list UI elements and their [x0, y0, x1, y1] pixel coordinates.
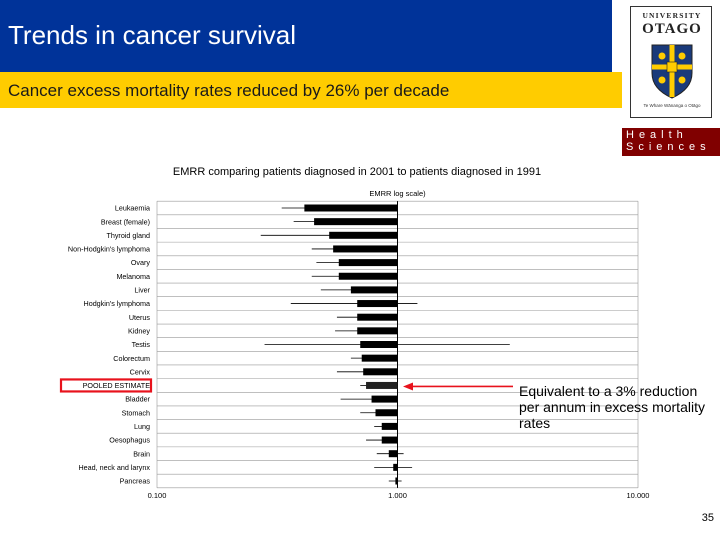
row-label: Melanoma: [116, 272, 150, 281]
row-label: Oesophagus: [109, 436, 150, 445]
estimate-bar: [393, 463, 398, 471]
estimate-bar: [371, 395, 398, 403]
row-label: Hodgkin's lymphoma: [84, 299, 151, 308]
logo-frame: UNIVERSITY OTAGO Te Whare Wānanga o Otāg…: [630, 6, 712, 118]
row-label: Cervix: [130, 367, 151, 376]
estimate-bar: [375, 409, 398, 417]
slide-subtitle: Cancer excess mortality rates reduced by…: [8, 81, 450, 100]
row-label: Testis: [132, 340, 151, 349]
estimate-bar: [357, 313, 398, 321]
row-label: Stomach: [122, 408, 150, 417]
estimate-bar: [395, 477, 398, 485]
row-label: Colorectum: [113, 354, 150, 363]
estimate-bar: [366, 381, 398, 389]
logo-university-text: UNIVERSITY: [642, 11, 702, 20]
highlight-box: [59, 378, 153, 393]
logo-otago-text: OTAGO: [642, 21, 702, 37]
row-label: Brain: [133, 449, 150, 458]
row-label: Kidney: [128, 326, 150, 335]
estimate-bar: [363, 368, 398, 376]
estimate-bar: [314, 218, 398, 226]
estimate-bar: [357, 327, 398, 335]
estimate-bar: [333, 245, 398, 253]
x-tick-label: 1.000: [388, 491, 407, 500]
university-logo: UNIVERSITY OTAGO Te Whare Wānanga o Otāg…: [622, 0, 720, 125]
estimate-bar: [329, 231, 398, 239]
page-number: 35: [701, 512, 714, 524]
row-label: Pancreas: [120, 477, 151, 486]
slide-title: Trends in cancer survival: [8, 20, 297, 50]
row-label: Breast (female): [101, 217, 150, 226]
estimate-bar: [338, 259, 398, 267]
estimate-bar: [381, 422, 398, 430]
row-label: Ovary: [131, 258, 151, 267]
estimate-bar: [338, 272, 398, 280]
estimate-bar: [381, 436, 398, 444]
row-label: Uterus: [129, 313, 151, 322]
x-tick-label: 10.000: [627, 491, 650, 500]
logo-maori-text: Te Whare Wānanga o Otāgo: [643, 103, 701, 108]
row-label: Bladder: [125, 395, 150, 404]
row-label: Lung: [134, 422, 150, 431]
title-bar: Trends in cancer survival: [0, 0, 612, 72]
estimate-bar: [360, 341, 398, 348]
row-label: Thyroid gland: [106, 231, 150, 240]
sciences-text: Sciences: [626, 141, 711, 153]
row-label: Head, neck and larynx: [78, 463, 150, 472]
annotation-text: Equivalent to a 3% reduction per annum i…: [519, 383, 705, 431]
estimate-bar: [304, 204, 398, 212]
x-axis-label: EMRR log scale): [369, 189, 426, 198]
callout-arrow-head: [403, 382, 413, 391]
crest-icon: [651, 44, 693, 99]
subtitle-bar: Cancer excess mortality rates reduced by…: [0, 72, 622, 108]
row-label: Leukaemia: [115, 204, 150, 213]
row-label: Non-Hodgkin's lymphoma: [68, 245, 150, 254]
estimate-bar: [350, 286, 398, 294]
estimate-bar: [357, 300, 398, 308]
chart-title: EMRR comparing patients diagnosed in 200…: [172, 166, 542, 178]
x-tick-label: 0.100: [148, 491, 167, 500]
row-label: POOLED ESTIMATE: [83, 381, 151, 390]
estimate-bar: [388, 450, 398, 458]
health-sciences-badge: Health Sciences: [622, 128, 720, 156]
estimate-bar: [361, 354, 398, 362]
health-text: Health: [626, 129, 688, 141]
row-label: Liver: [134, 286, 150, 295]
